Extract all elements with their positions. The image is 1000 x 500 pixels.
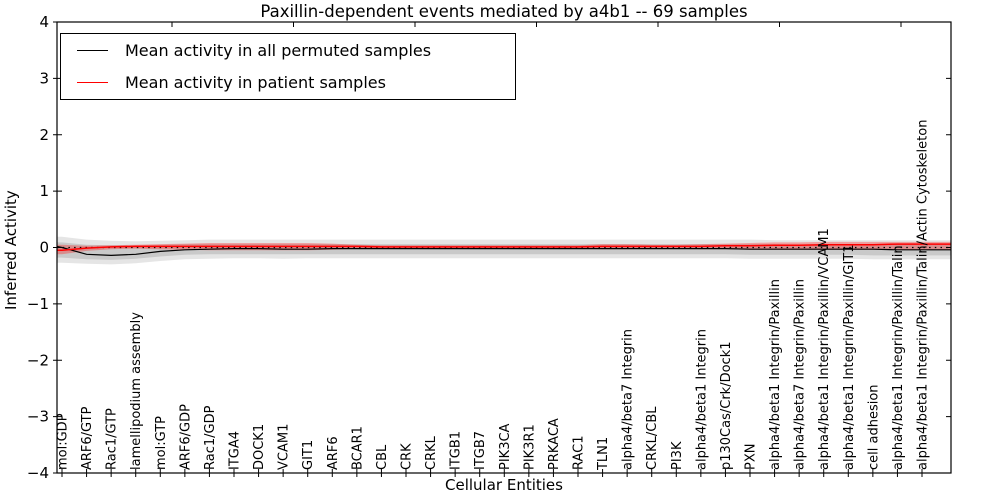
x-tick-label: PRKACA [547, 418, 562, 470]
x-tick-label: mol:GDP [56, 413, 71, 470]
chart-title: Paxillin-dependent events mediated by a4… [260, 2, 748, 21]
legend-label-permuted: Mean activity in all permuted samples [125, 40, 432, 60]
y-tick-label: 3 [39, 69, 49, 87]
x-tick-label: ITGB1 [449, 431, 464, 470]
x-axis-label: Cellular Entities [445, 476, 563, 494]
permuted-outer-band [57, 236, 951, 265]
x-tick-label: Rac1/GTP [105, 408, 120, 470]
x-tick-label: Rac1/GDP [203, 405, 218, 470]
y-tick-label: −3 [27, 408, 49, 426]
y-tick-label: 4 [39, 13, 49, 31]
x-tick-label: alpha4/beta1 Integrin/Paxillin/VCAM1 [817, 228, 832, 470]
legend-label-patient: Mean activity in patient samples [125, 73, 386, 93]
y-tick-label: 1 [39, 182, 49, 200]
x-tick-label: mol:GTP [154, 416, 169, 470]
y-tick-label: −2 [27, 351, 49, 369]
x-tick-label: alpha4/beta1 Integrin/Paxillin/Talin/Act… [916, 120, 931, 470]
y-tick-label: −4 [27, 464, 49, 482]
x-tick-label: ARF6 [326, 436, 341, 470]
x-tick-label: alpha4/beta7 Integrin [621, 329, 636, 470]
x-tick-label: p130Cas/Crk/Dock1 [719, 341, 734, 470]
x-tick-label: PIK3CA [498, 423, 513, 470]
x-tick-label: ARF6/GTP [80, 406, 95, 470]
x-tick-label: ARF6/GDP [178, 404, 193, 470]
y-tick-label: 0 [39, 239, 49, 257]
legend-entry-patient: Mean activity in patient samples [61, 67, 515, 99]
x-tick-label: PI3K [670, 441, 685, 470]
x-tick-label: alpha4/beta1 Integrin/Paxillin [768, 279, 783, 470]
x-tick-label: ITGB7 [473, 431, 488, 470]
x-tick-label: ITGA4 [228, 431, 243, 470]
x-tick-label: TLN1 [596, 437, 611, 471]
x-tick-label: CRKL [424, 435, 439, 470]
x-tick-label: CBL [375, 444, 390, 470]
y-tick-label: 2 [39, 126, 49, 144]
x-tick-label: GIT1 [301, 440, 316, 470]
legend-line-sample-black [77, 49, 108, 51]
x-tick-label: PXN [744, 444, 759, 470]
patient-mean-line [57, 243, 951, 252]
x-tick-label: VCAM1 [277, 424, 292, 470]
x-tick-label: RAC1 [572, 435, 587, 470]
x-tick-label: PIK3R1 [522, 424, 537, 470]
x-tick-label: alpha4/beta1 Integrin/Paxillin/Talin [891, 245, 906, 470]
x-tick-label: alpha4/beta7 Integrin/Paxillin [793, 279, 808, 470]
x-tick-label: alpha4/beta1 Integrin [694, 329, 709, 470]
y-axis-label: Inferred Activity [2, 190, 20, 310]
x-tick-label: BCAR1 [350, 426, 365, 470]
x-tick-label: DOCK1 [252, 424, 267, 470]
legend: Mean activity in all permuted samples Me… [60, 33, 516, 100]
x-tick-label: alpha4/beta1 Integrin/Paxillin/GIT1 [842, 244, 857, 470]
legend-entry-permuted: Mean activity in all permuted samples [61, 34, 515, 66]
x-tick-label: CRK [400, 443, 415, 470]
x-tick-label: CRKL/CBL [645, 406, 660, 470]
x-tick-label: lamellipodium assembly [129, 312, 144, 470]
legend-line-sample-red [77, 82, 108, 84]
x-tick-label: cell adhesion [866, 384, 881, 470]
y-tick-label: −1 [27, 295, 49, 313]
permuted-mean-line [56, 245, 951, 257]
